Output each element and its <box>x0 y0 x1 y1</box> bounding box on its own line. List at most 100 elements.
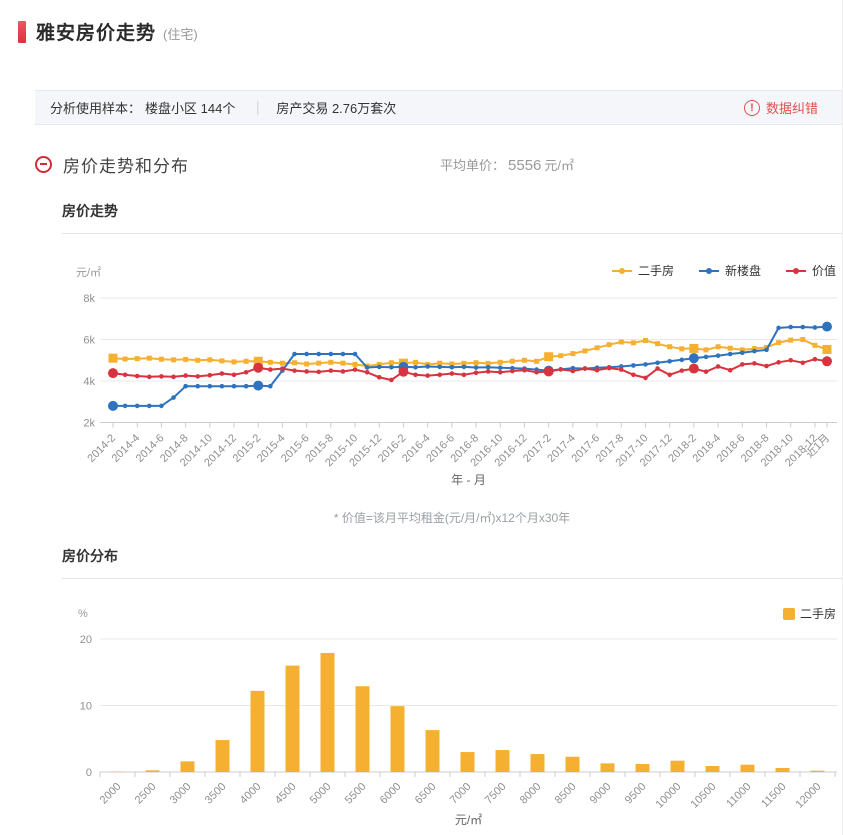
data-point[interactable] <box>715 344 721 350</box>
bar[interactable] <box>495 750 510 772</box>
data-point[interactable] <box>389 377 394 383</box>
bar[interactable] <box>250 690 265 772</box>
data-point[interactable] <box>134 403 140 409</box>
data-point[interactable] <box>788 324 793 330</box>
data-point[interactable] <box>688 363 699 374</box>
data-point[interactable] <box>268 383 273 389</box>
data-point[interactable] <box>328 359 334 365</box>
data-point[interactable] <box>510 368 515 374</box>
bar[interactable] <box>355 686 370 772</box>
data-point[interactable] <box>219 383 225 389</box>
data-point[interactable] <box>812 342 818 348</box>
data-point[interactable] <box>688 353 699 364</box>
data-point[interactable] <box>352 361 358 367</box>
data-point[interactable] <box>449 365 455 370</box>
data-point[interactable] <box>340 360 346 366</box>
data-point[interactable] <box>655 366 660 371</box>
data-point[interactable] <box>522 367 527 373</box>
data-point[interactable] <box>134 356 140 362</box>
data-point[interactable] <box>195 357 201 363</box>
bar[interactable] <box>635 764 650 772</box>
trend-series-0[interactable] <box>108 337 832 369</box>
data-point[interactable] <box>253 362 264 373</box>
data-point[interactable] <box>667 358 672 364</box>
data-point[interactable] <box>159 374 164 379</box>
bar[interactable] <box>600 763 615 772</box>
data-point[interactable] <box>582 366 588 371</box>
data-point[interactable] <box>280 366 285 371</box>
trend-legend-item-0[interactable]: 二手房 <box>611 262 674 279</box>
data-point[interactable] <box>509 358 515 364</box>
data-point[interactable] <box>425 373 430 378</box>
data-point[interactable] <box>689 343 699 353</box>
data-point[interactable] <box>679 368 685 373</box>
data-point[interactable] <box>582 348 588 354</box>
data-point[interactable] <box>231 359 237 365</box>
data-point[interactable] <box>292 351 297 357</box>
data-point[interactable] <box>461 372 467 378</box>
data-point[interactable] <box>727 345 733 351</box>
data-point[interactable] <box>727 351 733 357</box>
data-point[interactable] <box>800 360 806 366</box>
data-point[interactable] <box>158 356 164 362</box>
bar[interactable] <box>775 768 790 772</box>
data-point[interactable] <box>183 373 188 378</box>
data-point[interactable] <box>776 340 782 346</box>
bar[interactable] <box>530 754 545 772</box>
data-point[interactable] <box>108 368 118 379</box>
data-point[interactable] <box>643 362 648 367</box>
bar[interactable] <box>285 665 300 772</box>
trend-series-1[interactable] <box>108 321 832 411</box>
data-point[interactable] <box>243 358 249 364</box>
data-point[interactable] <box>606 365 612 371</box>
data-point[interactable] <box>558 367 564 372</box>
data-point[interactable] <box>800 324 806 330</box>
data-point[interactable] <box>822 321 832 332</box>
data-point[interactable] <box>253 356 263 366</box>
data-point[interactable] <box>534 358 540 364</box>
data-point[interactable] <box>594 367 600 373</box>
data-point[interactable] <box>243 383 249 389</box>
data-point[interactable] <box>822 356 832 367</box>
data-point[interactable] <box>703 347 709 353</box>
data-point[interactable] <box>413 359 419 365</box>
data-point[interactable] <box>195 374 201 379</box>
data-point[interactable] <box>543 366 554 377</box>
data-point[interactable] <box>643 375 648 381</box>
data-correction-button[interactable]: ! 数据纠错 <box>743 98 818 117</box>
bar[interactable] <box>670 760 685 772</box>
data-point[interactable] <box>292 368 297 373</box>
data-point[interactable] <box>304 369 309 374</box>
data-point[interactable] <box>715 364 721 369</box>
bar[interactable] <box>705 766 720 772</box>
data-point[interactable] <box>108 400 118 411</box>
data-point[interactable] <box>316 369 322 375</box>
data-point[interactable] <box>108 353 118 363</box>
data-point[interactable] <box>558 353 564 359</box>
data-point[interactable] <box>207 383 213 389</box>
data-point[interactable] <box>655 341 661 347</box>
data-point[interactable] <box>134 373 140 379</box>
data-point[interactable] <box>376 364 382 370</box>
data-point[interactable] <box>751 346 757 352</box>
data-point[interactable] <box>764 363 769 369</box>
data-point[interactable] <box>497 359 503 365</box>
data-point[interactable] <box>594 345 600 351</box>
data-point[interactable] <box>642 338 648 344</box>
data-point[interactable] <box>570 351 576 357</box>
data-point[interactable] <box>679 357 685 363</box>
bar[interactable] <box>390 706 405 772</box>
data-point[interactable] <box>788 337 794 343</box>
data-point[interactable] <box>534 369 539 375</box>
data-point[interactable] <box>243 369 249 375</box>
data-point[interactable] <box>461 360 467 366</box>
data-point[interactable] <box>147 374 152 380</box>
bar[interactable] <box>320 652 335 772</box>
data-point[interactable] <box>618 367 624 372</box>
data-point[interactable] <box>253 380 264 391</box>
data-point[interactable] <box>752 361 757 366</box>
data-point[interactable] <box>231 372 237 378</box>
data-point[interactable] <box>183 356 189 362</box>
data-point[interactable] <box>364 365 370 370</box>
data-point[interactable] <box>352 351 358 357</box>
